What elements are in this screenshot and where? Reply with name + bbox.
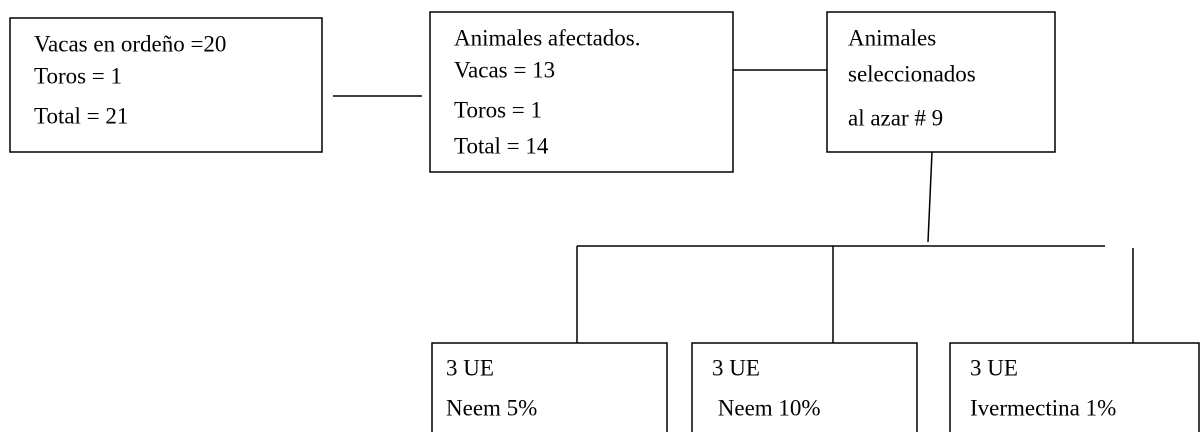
node-box bbox=[826, 11, 1056, 153]
node-text: Ivermectina 1% bbox=[970, 395, 1116, 420]
node-text: Animales bbox=[848, 25, 936, 50]
node-box bbox=[9, 17, 323, 153]
node-text: Vacas = 13 bbox=[454, 57, 555, 82]
node-text: Neem 10% bbox=[712, 395, 821, 420]
node-text: Neem 5% bbox=[446, 395, 537, 420]
node-text: Vacas en ordeño =20 bbox=[34, 31, 226, 56]
node-text: Toros = 1 bbox=[454, 97, 542, 122]
node-box bbox=[691, 342, 918, 432]
node-text: al azar # 9 bbox=[848, 105, 943, 130]
node-box bbox=[431, 342, 668, 432]
node-text: 3 UE bbox=[712, 355, 760, 380]
node-text: Total = 14 bbox=[454, 133, 549, 158]
node-text: Total = 21 bbox=[34, 103, 128, 128]
node-text: 3 UE bbox=[446, 355, 494, 380]
node-text: Animales afectados. bbox=[454, 25, 640, 50]
node-box bbox=[429, 11, 734, 173]
connector bbox=[927, 151, 933, 243]
node-text: 3 UE bbox=[970, 355, 1018, 380]
node-text: Toros = 1 bbox=[34, 63, 122, 88]
node-box bbox=[949, 342, 1200, 432]
node-text: seleccionados bbox=[848, 61, 976, 86]
